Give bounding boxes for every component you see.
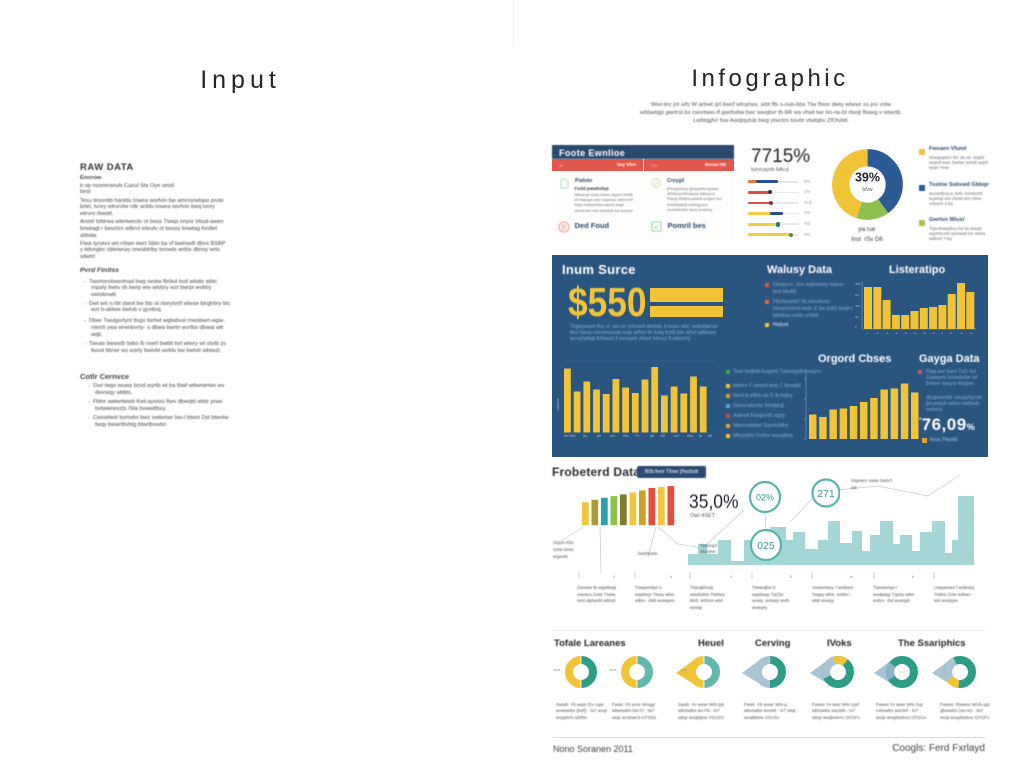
svg-text:3w: 3w (855, 315, 860, 319)
svg-text:5: 5 (790, 574, 793, 579)
svg-text:4: 4 (613, 574, 616, 579)
svg-text:-b: -b (895, 331, 898, 335)
svg-text:#: # (950, 331, 952, 335)
svg-text:50t: 50t (855, 293, 859, 297)
svg-text:-b: -b (876, 331, 879, 335)
svg-text:vwwtwvb: vwwtwvb (556, 398, 560, 411)
svg-text:4#5: 4#5 (855, 282, 860, 286)
svg-text:-b: -b (960, 331, 963, 335)
svg-text:-t: -t (941, 331, 943, 335)
svg-text:-5: -5 (904, 331, 907, 335)
svg-text:271: 271 (817, 488, 835, 500)
svg-text:-4: -4 (885, 331, 888, 335)
svg-text:wvr: wvr (674, 434, 680, 438)
svg-text:b: b (912, 574, 915, 579)
svg-text:4: 4 (730, 574, 733, 579)
svg-text:w5: w5 (708, 434, 712, 438)
svg-text:-5: -5 (932, 331, 935, 335)
svg-text:t5d W5v: t5d W5v (564, 434, 576, 438)
svg-text:39%: 39% (855, 171, 880, 185)
svg-text:wb: wb (650, 434, 654, 438)
svg-text:-a: -a (913, 331, 916, 335)
svg-text:b: b (670, 574, 673, 579)
svg-text:jvu: jvu (582, 434, 587, 438)
svg-text:jw: jw (698, 434, 703, 438)
svg-text:T5: T5 (635, 434, 639, 438)
svg-text:v52: v52 (660, 434, 665, 438)
svg-text:b5w: b5w (623, 434, 630, 438)
svg-text:40b: 40b (855, 304, 860, 308)
svg-text:02%: 02% (756, 493, 774, 503)
svg-text:b/vw: b/vw (862, 187, 873, 193)
svg-text:-4: -4 (969, 331, 972, 335)
svg-text:w5w: w5w (687, 434, 694, 438)
svg-text:-b: -b (923, 331, 926, 335)
svg-text:w: w (850, 574, 853, 579)
svg-text:wvl: wvl (610, 434, 615, 438)
svg-text:-t: -t (866, 331, 868, 335)
svg-text:025: 025 (757, 540, 775, 552)
svg-text:w#: w# (597, 434, 601, 438)
svg-text:b: b (855, 325, 857, 329)
